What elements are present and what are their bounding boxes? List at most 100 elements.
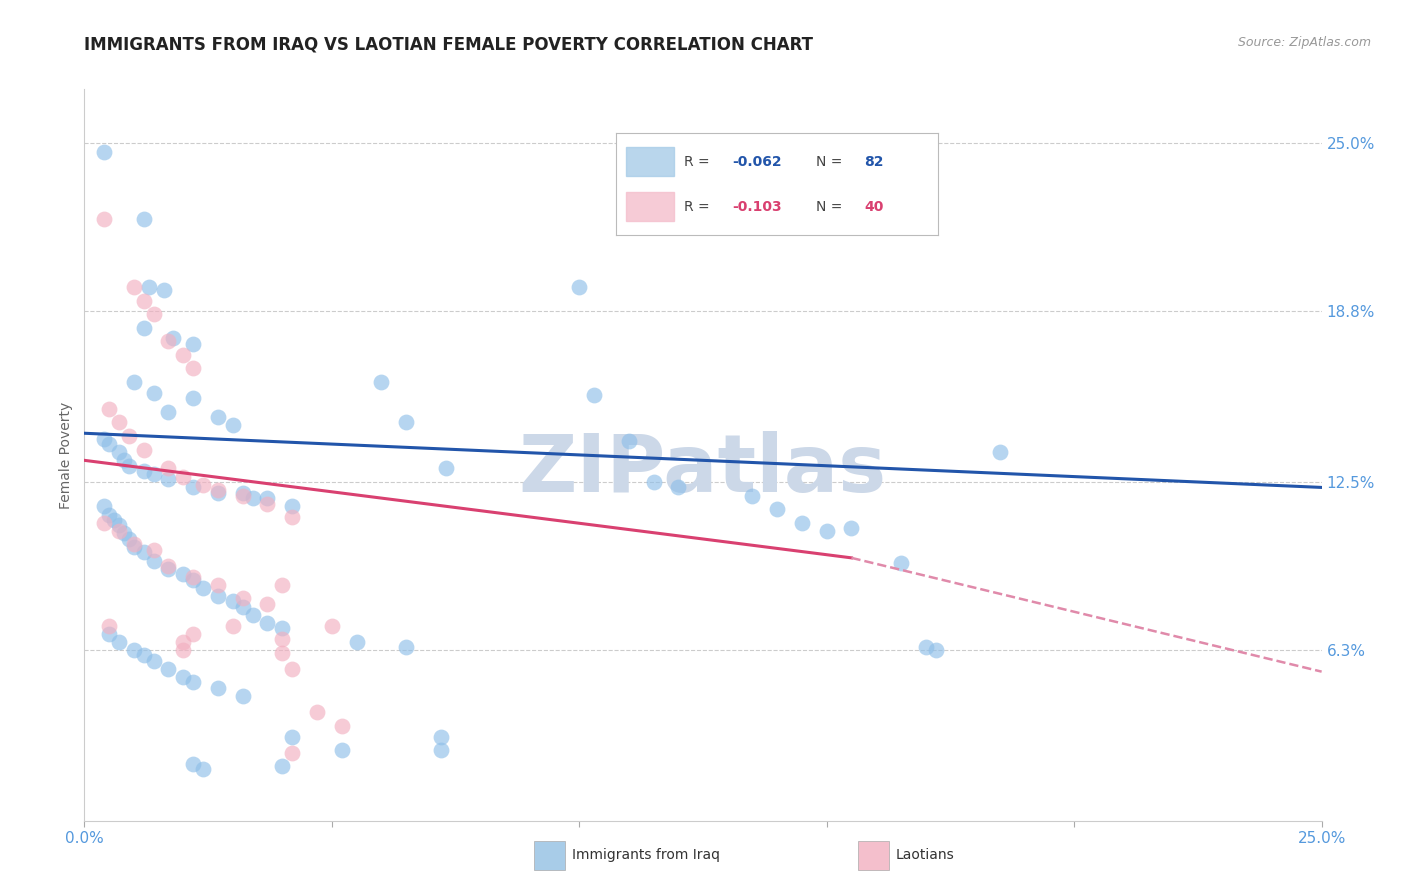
Point bbox=[157, 559, 180, 574]
Point bbox=[271, 621, 294, 635]
Point bbox=[256, 491, 278, 506]
Point bbox=[132, 464, 155, 478]
Text: 82: 82 bbox=[865, 154, 883, 169]
Point bbox=[281, 730, 304, 744]
Point bbox=[305, 706, 328, 720]
Point bbox=[271, 759, 294, 773]
Point bbox=[429, 730, 451, 744]
Point bbox=[142, 307, 165, 321]
Point bbox=[256, 497, 278, 511]
Text: N =: N = bbox=[815, 154, 846, 169]
Point bbox=[93, 432, 115, 446]
Point bbox=[142, 654, 165, 668]
Point bbox=[181, 361, 204, 376]
Point bbox=[242, 607, 264, 622]
Point bbox=[434, 461, 457, 475]
Point bbox=[142, 542, 165, 557]
Point bbox=[395, 640, 418, 655]
Point bbox=[222, 618, 245, 632]
Point bbox=[118, 458, 141, 473]
Point bbox=[181, 570, 204, 584]
Point bbox=[142, 553, 165, 567]
Point bbox=[93, 212, 115, 227]
Point bbox=[222, 418, 245, 433]
Point bbox=[98, 508, 121, 522]
Text: Immigrants from Iraq: Immigrants from Iraq bbox=[572, 848, 720, 863]
Point bbox=[256, 615, 278, 630]
Point bbox=[191, 581, 214, 595]
Point bbox=[271, 632, 294, 647]
Point bbox=[207, 483, 229, 497]
Point bbox=[157, 404, 180, 418]
Point bbox=[142, 385, 165, 400]
Point bbox=[281, 500, 304, 514]
Point bbox=[281, 746, 304, 760]
Point bbox=[207, 486, 229, 500]
Point bbox=[172, 635, 194, 649]
Point bbox=[108, 524, 131, 538]
Point bbox=[222, 594, 245, 608]
Text: R =: R = bbox=[683, 200, 714, 214]
Point bbox=[741, 489, 763, 503]
Point bbox=[207, 578, 229, 592]
Point bbox=[157, 562, 180, 576]
Point bbox=[181, 480, 204, 494]
Point bbox=[172, 469, 194, 483]
Point bbox=[271, 646, 294, 660]
Point bbox=[321, 618, 343, 632]
Text: -0.103: -0.103 bbox=[733, 200, 782, 214]
Point bbox=[118, 532, 141, 546]
Point bbox=[112, 453, 135, 467]
Point bbox=[370, 375, 392, 389]
Point bbox=[132, 212, 155, 227]
Point bbox=[157, 472, 180, 486]
Point bbox=[157, 662, 180, 676]
Point bbox=[766, 502, 789, 516]
Point bbox=[98, 618, 121, 632]
Point bbox=[108, 518, 131, 533]
Point bbox=[815, 524, 838, 538]
Point bbox=[181, 573, 204, 587]
Point bbox=[118, 429, 141, 443]
Point bbox=[232, 599, 254, 614]
Point bbox=[232, 489, 254, 503]
Text: 40: 40 bbox=[865, 200, 883, 214]
Point bbox=[93, 145, 115, 159]
Text: Laotians: Laotians bbox=[896, 848, 955, 863]
Point bbox=[162, 331, 184, 345]
Point bbox=[132, 293, 155, 308]
Point bbox=[122, 375, 145, 389]
Point bbox=[181, 626, 204, 640]
Point bbox=[790, 516, 813, 530]
Point bbox=[98, 626, 121, 640]
Point bbox=[157, 334, 180, 348]
Text: IMMIGRANTS FROM IRAQ VS LAOTIAN FEMALE POVERTY CORRELATION CHART: IMMIGRANTS FROM IRAQ VS LAOTIAN FEMALE P… bbox=[84, 36, 813, 54]
Point bbox=[181, 756, 204, 771]
Text: ZIPatlas: ZIPatlas bbox=[519, 431, 887, 508]
Point bbox=[172, 670, 194, 684]
Point bbox=[172, 643, 194, 657]
Point bbox=[152, 283, 174, 297]
Point bbox=[172, 348, 194, 362]
Point bbox=[122, 540, 145, 554]
Point bbox=[346, 635, 368, 649]
Text: R =: R = bbox=[683, 154, 714, 169]
Point bbox=[207, 589, 229, 603]
Point bbox=[108, 416, 131, 430]
Point bbox=[271, 578, 294, 592]
Point bbox=[281, 510, 304, 524]
Text: Source: ZipAtlas.com: Source: ZipAtlas.com bbox=[1237, 36, 1371, 49]
Point bbox=[583, 388, 606, 402]
Point bbox=[281, 662, 304, 676]
Point bbox=[330, 743, 353, 757]
Point bbox=[108, 445, 131, 459]
Point bbox=[157, 461, 180, 475]
Bar bbox=[626, 147, 675, 176]
Point bbox=[914, 640, 936, 655]
Point bbox=[890, 556, 912, 570]
Point bbox=[988, 445, 1011, 459]
Point bbox=[924, 643, 946, 657]
Point bbox=[191, 477, 214, 491]
Point bbox=[98, 437, 121, 451]
Point bbox=[429, 743, 451, 757]
